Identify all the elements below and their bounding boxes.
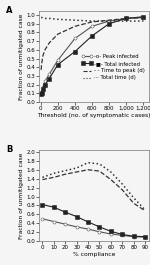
Total infected xyxy=(87,220,89,224)
Time to peak (d) xyxy=(87,168,89,171)
Total time (d) xyxy=(133,196,135,200)
Total time (d) xyxy=(53,172,55,175)
-■- Total infected xyxy=(41,91,42,94)
-■- Total infected xyxy=(142,15,144,18)
Line: -■- Total infected: -■- Total infected xyxy=(40,15,145,96)
Total infected xyxy=(133,235,135,238)
- - Time to peak (d) xyxy=(41,63,42,66)
-■- Total infected xyxy=(108,22,110,25)
Peak infected xyxy=(99,230,100,233)
-o- Peak infected xyxy=(142,16,144,19)
Total time (d) xyxy=(99,162,100,166)
Time to peak (d) xyxy=(99,170,100,173)
Peak infected xyxy=(76,225,78,228)
··· Total time (d) xyxy=(108,19,110,23)
Y-axis label: Fraction of unmitigated case: Fraction of unmitigated case xyxy=(19,13,24,100)
Total infected xyxy=(110,230,112,233)
- - Time to peak (d) xyxy=(57,33,59,36)
- - Time to peak (d) xyxy=(125,17,127,20)
X-axis label: % compliance: % compliance xyxy=(73,252,115,257)
Time to peak (d) xyxy=(133,202,135,205)
Total time (d) xyxy=(42,176,43,179)
Total infected xyxy=(144,235,146,238)
Time to peak (d) xyxy=(144,209,146,212)
Line: Total infected: Total infected xyxy=(41,203,147,238)
-o- Peak infected xyxy=(125,17,127,20)
Peak infected xyxy=(87,228,89,231)
Total time (d) xyxy=(76,166,78,170)
Peak infected xyxy=(110,232,112,236)
-■- Total infected xyxy=(40,93,42,96)
- - Time to peak (d) xyxy=(44,48,46,51)
Total infected xyxy=(42,203,43,206)
Time to peak (d) xyxy=(53,176,55,179)
Text: B: B xyxy=(6,145,12,154)
··· Total time (d) xyxy=(40,16,42,19)
Time to peak (d) xyxy=(110,178,112,181)
··· Total time (d) xyxy=(91,19,93,23)
Peak infected xyxy=(144,236,146,239)
-o- Peak infected xyxy=(57,59,59,62)
Total infected xyxy=(99,225,100,228)
-■- Total infected xyxy=(91,34,93,37)
··· Total time (d) xyxy=(57,18,59,21)
-■- Total infected xyxy=(125,17,127,20)
Line: Time to peak (d): Time to peak (d) xyxy=(42,170,145,211)
- - Time to peak (d) xyxy=(91,20,93,24)
-o- Peak infected xyxy=(40,93,42,96)
-o- Peak infected xyxy=(41,91,42,94)
Time to peak (d) xyxy=(76,170,78,174)
Peak infected xyxy=(121,234,123,237)
··· Total time (d) xyxy=(41,16,42,19)
Time to peak (d) xyxy=(64,173,66,176)
Legend: -o- Peak infected, -■- Total infected, - - Time to peak (d), ··· Total time (d): -o- Peak infected, -■- Total infected, -… xyxy=(81,54,146,81)
Peak infected xyxy=(42,217,43,220)
-o- Peak infected xyxy=(91,25,93,28)
Total time (d) xyxy=(64,169,66,172)
- - Time to peak (d) xyxy=(40,68,42,72)
- - Time to peak (d) xyxy=(142,16,144,19)
Total infected xyxy=(76,215,78,218)
-■- Total infected xyxy=(74,50,76,53)
··· Total time (d) xyxy=(125,19,127,23)
Total time (d) xyxy=(144,208,146,211)
··· Total time (d) xyxy=(42,16,44,19)
- - Time to peak (d) xyxy=(42,54,44,58)
-■- Total infected xyxy=(48,77,50,80)
-o- Peak infected xyxy=(108,19,110,23)
··· Total time (d) xyxy=(44,17,46,20)
Peak infected xyxy=(64,223,66,226)
Peak infected xyxy=(53,220,55,223)
Total time (d) xyxy=(121,182,123,186)
Time to peak (d) xyxy=(42,178,43,181)
Text: A: A xyxy=(6,6,13,15)
··· Total time (d) xyxy=(48,17,50,20)
Line: - - Time to peak (d): - - Time to peak (d) xyxy=(41,17,143,70)
-■- Total infected xyxy=(44,83,46,86)
Total time (d) xyxy=(87,161,89,164)
-■- Total infected xyxy=(57,63,59,66)
X-axis label: Threshold (no. of symptomatic cases): Threshold (no. of symptomatic cases) xyxy=(37,113,150,118)
Total infected xyxy=(121,233,123,236)
- - Time to peak (d) xyxy=(74,25,76,28)
Y-axis label: Fraction of unmitigated case: Fraction of unmitigated case xyxy=(19,152,24,238)
Total time (d) xyxy=(110,170,112,174)
Line: ··· Total time (d): ··· Total time (d) xyxy=(41,17,143,21)
-o- Peak infected xyxy=(44,80,46,83)
-o- Peak infected xyxy=(42,86,44,89)
Line: Peak infected: Peak infected xyxy=(41,217,147,239)
Time to peak (d) xyxy=(121,188,123,191)
Line: Total time (d): Total time (d) xyxy=(42,163,145,210)
Line: -o- Peak infected: -o- Peak infected xyxy=(40,16,145,96)
··· Total time (d) xyxy=(142,19,144,23)
- - Time to peak (d) xyxy=(108,19,110,22)
Peak infected xyxy=(133,235,135,238)
-o- Peak infected xyxy=(74,37,76,40)
- - Time to peak (d) xyxy=(48,41,50,45)
··· Total time (d) xyxy=(74,19,76,22)
-o- Peak infected xyxy=(48,73,50,76)
Total infected xyxy=(64,211,66,214)
-■- Total infected xyxy=(42,87,44,91)
Total infected xyxy=(53,206,55,209)
